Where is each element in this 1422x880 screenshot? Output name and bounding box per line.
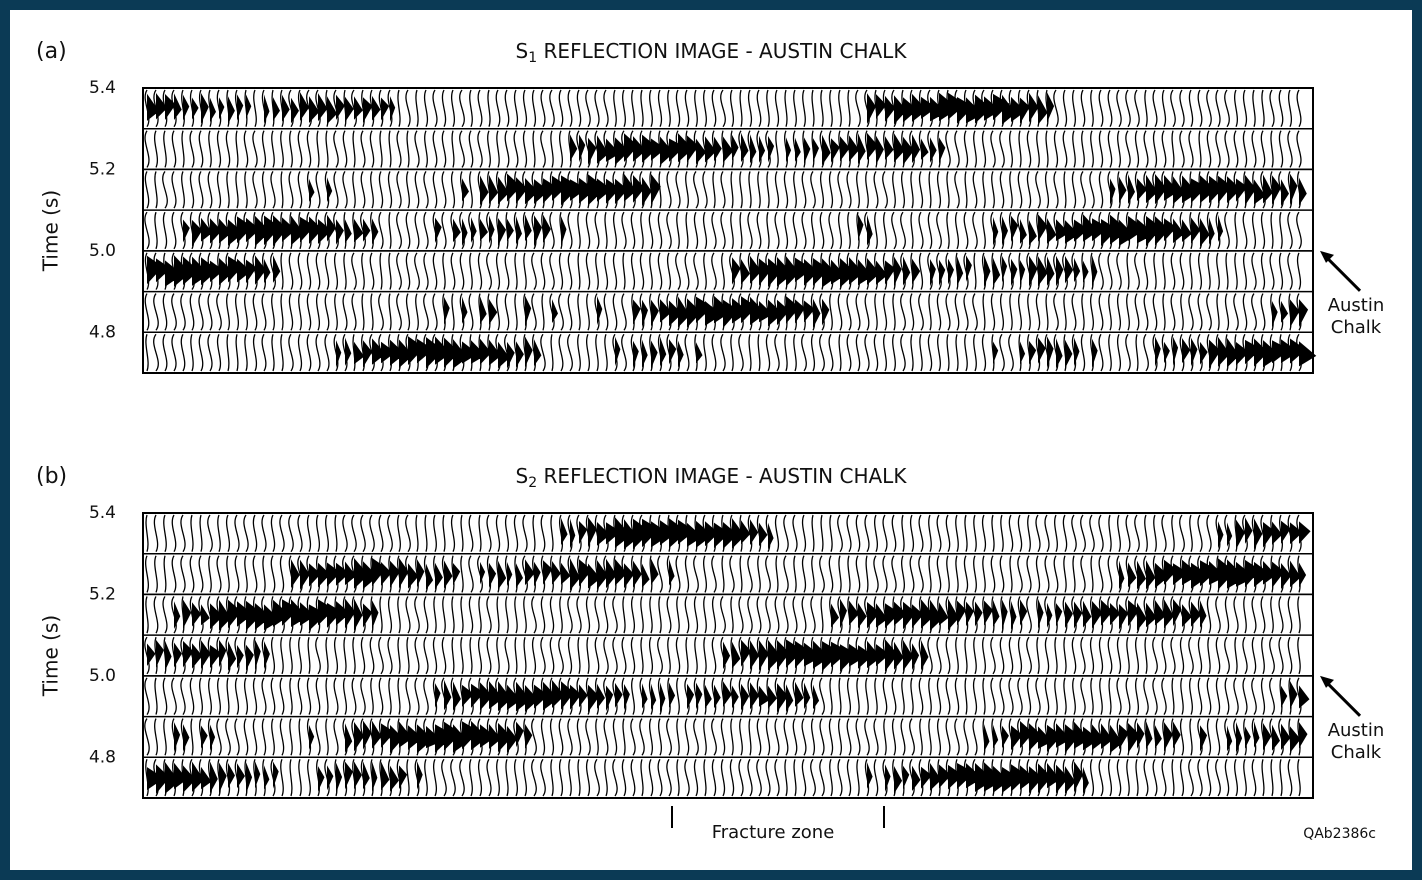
y-tick-label: 4.8 xyxy=(89,322,116,342)
y-axis-label: Time (s) xyxy=(39,190,63,272)
title-part: S xyxy=(516,464,529,488)
y-tick-label: 5.2 xyxy=(89,159,116,179)
y-tick-label: 5.4 xyxy=(89,503,116,523)
y-tick-label: 4.8 xyxy=(89,747,116,767)
annotation-text: Chalk xyxy=(1331,742,1382,763)
y-tick-label: 5.2 xyxy=(89,584,116,604)
title-part: REFLECTION IMAGE - AUSTIN CHALK xyxy=(537,464,907,488)
figure-id: QAb2386c xyxy=(1303,826,1376,842)
title-part: S xyxy=(516,39,529,63)
panel-label: (b) xyxy=(36,464,67,489)
y-axis-label: Time (s) xyxy=(39,615,63,697)
figure: QAb2386c (a)S1 REFLECTION IMAGE - AUSTIN… xyxy=(0,0,1422,880)
y-tick-label: 5.4 xyxy=(89,78,116,98)
page: QAb2386c (a)S1 REFLECTION IMAGE - AUSTIN… xyxy=(0,0,1422,880)
y-tick-label: 5.0 xyxy=(89,241,116,261)
title-part: 2 xyxy=(528,475,537,491)
annotation-text: Austin xyxy=(1328,295,1385,316)
panel-title: S1 REFLECTION IMAGE - AUSTIN CHALK xyxy=(516,39,908,67)
annotation-text: Chalk xyxy=(1331,317,1382,338)
title-part: REFLECTION IMAGE - AUSTIN CHALK xyxy=(537,39,907,63)
title-part: 1 xyxy=(528,50,537,66)
panel-label: (a) xyxy=(36,39,67,64)
annotation-text: Austin xyxy=(1328,720,1385,741)
y-tick-label: 5.0 xyxy=(89,666,116,686)
panel-title: S2 REFLECTION IMAGE - AUSTIN CHALK xyxy=(516,464,908,492)
x-annotation: Fracture zone xyxy=(712,822,835,843)
